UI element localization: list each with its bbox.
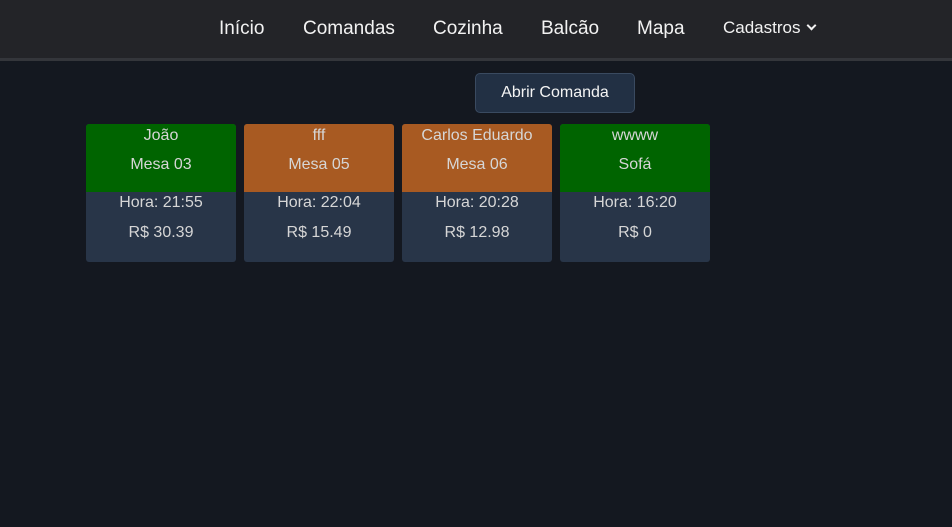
order-total: R$ 30.39 bbox=[128, 224, 194, 241]
customer-name: Carlos Eduardo bbox=[421, 127, 533, 144]
customer-name: fff bbox=[312, 127, 326, 144]
card-header: wwww Sofá bbox=[560, 124, 710, 192]
order-time: Hora: 22:04 bbox=[277, 194, 361, 211]
card-body: Hora: 16:20 R$ 0 bbox=[560, 192, 710, 262]
order-time: Hora: 21:55 bbox=[119, 194, 203, 211]
nav-cadastros-dropdown[interactable]: Cadastros bbox=[723, 18, 817, 38]
customer-name: wwww bbox=[611, 127, 659, 144]
card-header: Carlos Eduardo Mesa 06 bbox=[402, 124, 552, 192]
card-body: Hora: 21:55 R$ 30.39 bbox=[86, 192, 236, 262]
open-comanda-button[interactable]: Abrir Comanda bbox=[475, 73, 635, 113]
card-header: fff Mesa 05 bbox=[244, 124, 394, 192]
order-total: R$ 12.98 bbox=[444, 224, 510, 241]
nav-comandas[interactable]: Comandas bbox=[303, 18, 395, 39]
card-body: Hora: 20:28 R$ 12.98 bbox=[402, 192, 552, 262]
customer-name: João bbox=[143, 127, 179, 144]
order-total: R$ 0 bbox=[618, 224, 652, 241]
card-body: Hora: 22:04 R$ 15.49 bbox=[244, 192, 394, 262]
nav-inicio[interactable]: Início bbox=[219, 18, 265, 39]
comanda-card[interactable]: wwww Sofá Hora: 16:20 R$ 0 bbox=[560, 124, 710, 262]
nav-mapa[interactable]: Mapa bbox=[637, 18, 685, 39]
comanda-card[interactable]: João Mesa 03 Hora: 21:55 R$ 30.39 bbox=[86, 124, 236, 262]
comanda-list: João Mesa 03 Hora: 21:55 R$ 30.39 fff Mesa … bbox=[86, 124, 710, 262]
order-total: R$ 15.49 bbox=[286, 224, 352, 241]
cadastros-label: Cadastros bbox=[723, 18, 801, 37]
table-name: Sofá bbox=[618, 156, 652, 173]
comanda-card[interactable]: Carlos Eduardo Mesa 06 Hora: 20:28 R$ 12.9… bbox=[402, 124, 552, 262]
order-time: Hora: 20:28 bbox=[435, 194, 519, 211]
order-time: Hora: 16:20 bbox=[593, 194, 677, 211]
comanda-card[interactable]: fff Mesa 05 Hora: 22:04 R$ 15.49 bbox=[244, 124, 394, 262]
card-header: João Mesa 03 bbox=[86, 124, 236, 192]
navbar: Início Comandas Cozinha Balcão Mapa Cada… bbox=[0, 0, 952, 61]
chevron-down-icon bbox=[807, 20, 817, 31]
nav-cozinha[interactable]: Cozinha bbox=[433, 18, 503, 39]
table-name: Mesa 05 bbox=[288, 156, 350, 173]
nav-balcao[interactable]: Balcão bbox=[541, 18, 600, 39]
table-name: Mesa 03 bbox=[130, 156, 192, 173]
table-name: Mesa 06 bbox=[446, 156, 508, 173]
